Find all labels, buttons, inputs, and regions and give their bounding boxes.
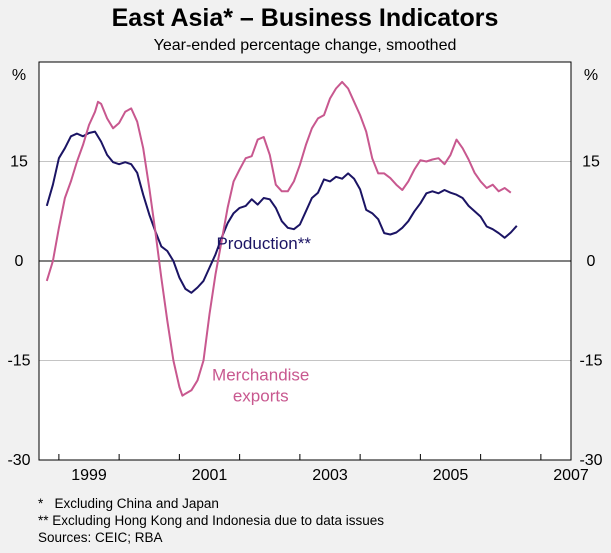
series-label-merchandise-exports: Merchandise [212,365,309,384]
y-tick-label-left: 15 [10,154,28,171]
x-tick-label: 1999 [71,467,107,484]
series-lines [45,80,518,397]
y-unit-left: % [12,67,26,84]
footnote-1: ** Excluding Hong Kong and Indonesia due… [38,513,384,528]
grid-lines [39,161,571,361]
x-tick-label: 2001 [192,467,228,484]
footnotes: * Excluding China and Japan ** Excluding … [38,496,384,545]
x-tick-label: 2007 [553,467,589,484]
y-unit-right: % [584,67,598,84]
series-labels: Production** Merchandise exports [212,234,311,405]
chart-title: East Asia* – Business Indicators [112,4,499,32]
footnote-2: Sources: CEIC; RBA [38,530,163,545]
x-tick-label: 2003 [312,467,348,484]
x-tick-label: 2005 [433,467,469,484]
series-label-merchandise-exports: exports [233,386,289,405]
y-tick-label-right: 0 [587,253,596,270]
y-tick-label-right: -30 [579,452,602,469]
y-tick-label-right: -15 [579,353,602,370]
y-tick-label-left: -30 [7,452,30,469]
y-tick-label-left: 0 [15,253,24,270]
footnote-0: * Excluding China and Japan [38,496,219,511]
y-tick-labels: -30 -30 -15 -15 0 0 15 15 [7,154,602,470]
y-tick-label-left: -15 [7,353,30,370]
plot-frame [38,61,572,461]
series-line-merchandise-exports [45,80,512,397]
y-tick-label-right: 15 [582,154,600,171]
series-label-production: Production** [216,234,311,253]
x-ticks: 1999 2001 2003 2005 2007 [58,454,589,484]
series-line-production [45,130,518,294]
chart-subtitle: Year-ended percentage change, smoothed [154,37,457,54]
